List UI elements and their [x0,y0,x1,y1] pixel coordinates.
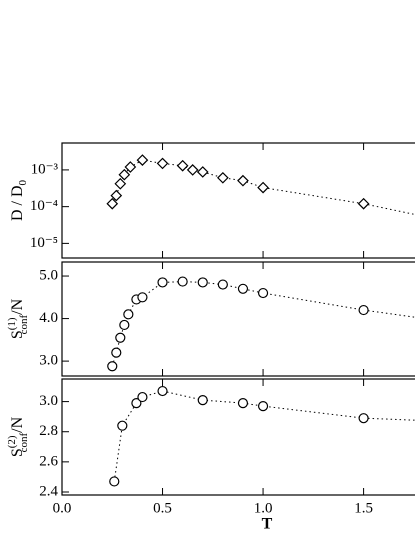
marker [177,276,188,287]
x-axis-label: T [262,516,273,533]
y-tick-label: 10⁻³ [31,161,59,177]
marker [119,319,130,331]
trend-line [363,203,415,216]
marker [110,189,123,202]
marker [123,309,134,320]
data-line [111,159,364,205]
y-label-base: S [9,330,26,339]
marker [106,197,119,210]
marker [156,157,169,170]
marker [257,181,269,194]
marker [124,161,137,173]
marker [196,166,209,178]
marker [137,391,148,403]
plot-frame [61,142,415,259]
y-tick-label: 5.0 [39,267,58,283]
y-tick-label: 2.6 [39,453,58,469]
marker [358,413,369,424]
marker [117,420,128,431]
marker [131,398,142,409]
y-axis-label: S(2)conf/N [6,416,30,457]
y-tick-label: 2.8 [39,423,58,439]
plot-frame [61,378,415,496]
y-label-base: S [9,448,26,457]
x-tick-label: 0.0 [53,500,72,516]
marker [157,277,168,288]
y-label-sub: conf [18,433,30,453]
y-tick-label: 3.0 [39,353,58,369]
y-axis-label: D / D0 [9,179,29,221]
y-label-sub: conf [18,315,30,335]
marker [107,361,118,372]
marker [217,171,229,184]
y-label-rest: /N [9,416,26,432]
y-tick-label: 3.0 [39,393,58,409]
y-label-sup: (1) [6,317,18,330]
marker [357,197,370,210]
marker [111,347,122,358]
x-tick-label: 1.5 [354,500,373,516]
y-tick-label: 10⁻⁵ [30,235,58,251]
marker [197,394,208,406]
y-label-sub: 0 [17,179,29,185]
plot-frame [61,261,415,377]
marker [358,304,369,316]
x-tick-label: 1.0 [254,500,273,516]
marker [237,283,249,294]
x-tick-label: 0.5 [153,500,172,516]
y-tick-label: 4.0 [39,310,58,326]
marker [114,177,127,190]
marker [136,154,149,166]
marker [257,287,269,299]
marker [237,398,249,409]
y-tick-label: 2.4 [39,483,58,499]
marker [197,277,208,288]
y-tick-label: 10⁻⁴ [30,198,58,214]
y-label-sup: (2) [6,435,18,448]
marker [186,164,199,176]
marker [118,168,131,181]
marker [217,279,228,290]
y-label-rest: /N [9,298,26,314]
marker [115,332,126,343]
data-line [113,390,364,482]
marker [157,385,168,397]
marker [176,159,189,172]
marker [257,401,269,412]
y-axis-label: S(1)conf/N [6,298,30,339]
trend-line [363,309,415,318]
trend-line [363,417,415,421]
marker [137,292,148,303]
data-line [111,281,364,367]
y-label-base: D / D [9,185,26,221]
marker [237,174,249,187]
marker [109,476,120,487]
